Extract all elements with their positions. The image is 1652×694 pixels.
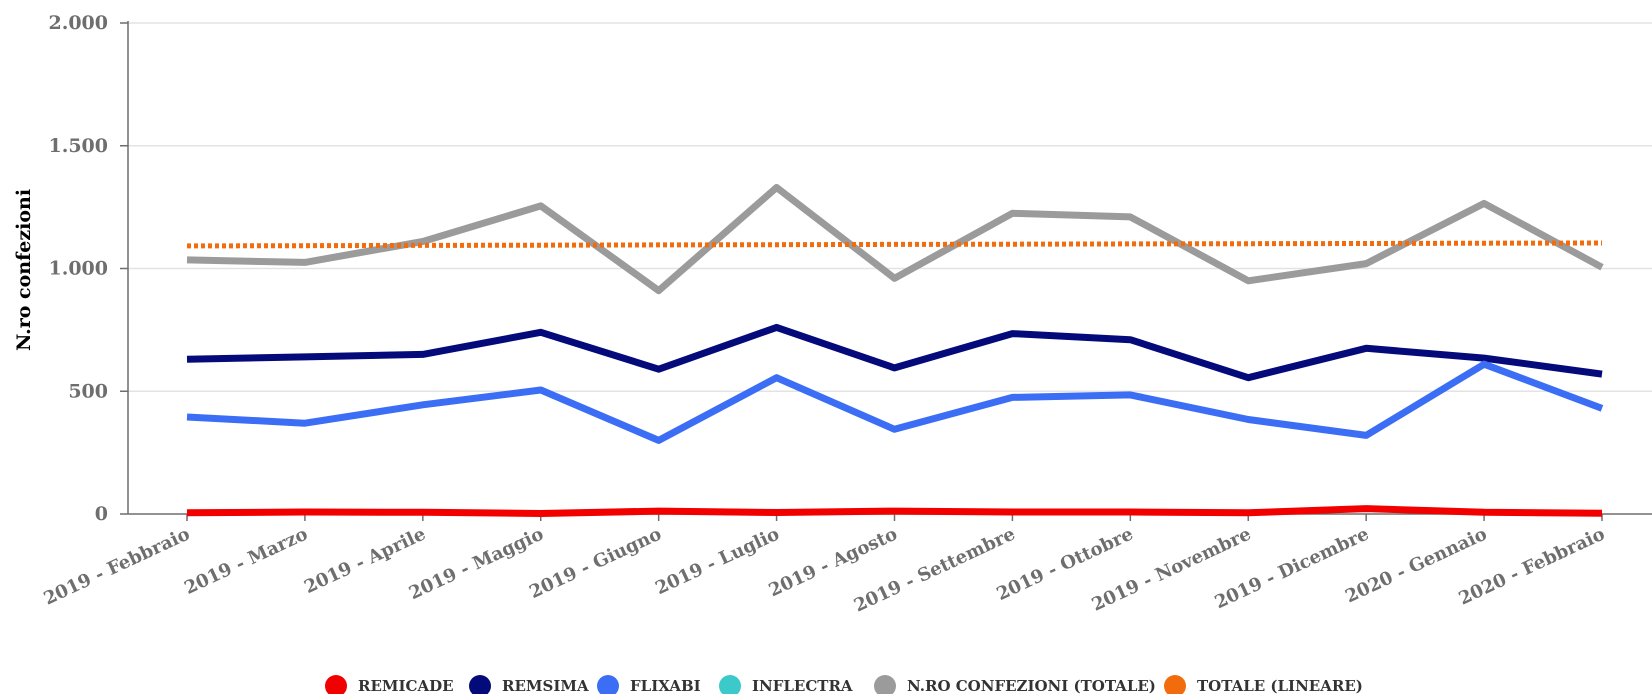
y-axis-label: N.ro confezioni [13, 189, 35, 351]
series-lines [186, 184, 1604, 517]
y-axis-ticks: 0 500 1.000 1.500 2.000 [49, 12, 128, 525]
x-tick-label: 2019 - Giugno [526, 523, 665, 602]
series-line-totale-lineare [186, 240, 1603, 249]
legend-label-inflectra: INFLECTRA [752, 677, 853, 694]
legend: REMICADE REMSIMA FLIXABI INFLECTRA N.RO CONF… [325, 675, 1363, 694]
legend-label-remsima: REMSIMA [502, 677, 589, 694]
y-tick-label: 2.000 [49, 12, 109, 34]
legend-label-n-ro-confezioni-totale: N.RO CONFEZIONI (TOTALE) [907, 677, 1156, 694]
legend-marker-remsima [469, 675, 491, 694]
legend-marker-inflectra [719, 675, 741, 694]
legend-label-remicade: REMICADE [358, 677, 454, 694]
legend-marker-totale-lineare [1164, 675, 1186, 694]
x-tick-label: 2019 - Luglio [652, 523, 782, 599]
x-tick-label: 2019 - Febbraio [41, 523, 194, 609]
x-tick-label: 2019 - Maggio [406, 523, 547, 604]
x-tick-label: 2019 - Marzo [181, 523, 311, 598]
legend-label-flixabi: FLIXABI [630, 677, 701, 694]
y-tick-label: 1.000 [49, 258, 109, 280]
gridlines [128, 22, 1652, 392]
y-tick-label: 500 [68, 380, 108, 402]
series-line-flixabi [186, 360, 1604, 444]
legend-marker-remicade [325, 675, 347, 694]
y-tick-label: 0 [95, 503, 108, 525]
legend-marker-n-ro-confezioni-totale [874, 675, 896, 694]
y-tick-label: 1.500 [49, 135, 109, 157]
series-line-remicade [186, 505, 1603, 517]
series-line-remsima [186, 323, 1603, 382]
axes [127, 21, 1652, 515]
series-line-n-ro-confezioni-totale [186, 184, 1604, 295]
legend-marker-flixabi [597, 675, 619, 694]
legend-label-totale-lineare: TOTALE (LINEARE) [1197, 677, 1363, 694]
